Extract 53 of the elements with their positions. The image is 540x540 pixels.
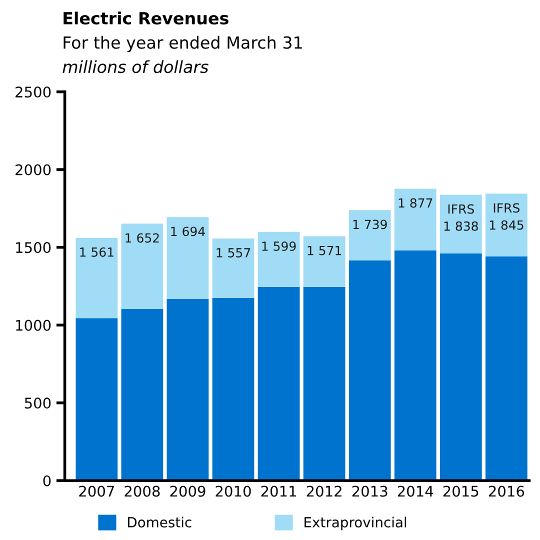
- bar: [121, 309, 164, 481]
- total-label: 1 845: [490, 220, 524, 230]
- bar: [485, 194, 528, 256]
- total-label: 1 557: [216, 248, 250, 258]
- x-tick-label: 2014: [398, 486, 434, 497]
- bar: [76, 238, 118, 318]
- total-label: 1 877: [398, 198, 432, 208]
- total-label: 1 599: [262, 241, 296, 251]
- bar: [303, 286, 346, 481]
- bar: [485, 256, 528, 481]
- y-tick-label: 2000: [16, 164, 51, 176]
- total-label: 1 739: [353, 220, 387, 230]
- y-tick-label: 1500: [16, 242, 51, 254]
- y-tick-label: 2500: [16, 86, 51, 98]
- bar: [440, 254, 482, 481]
- x-tick-label: 2010: [216, 486, 251, 497]
- bar: [212, 298, 254, 481]
- bar: [166, 217, 209, 299]
- bar: [258, 286, 300, 481]
- y-tick-label: 500: [24, 398, 51, 409]
- total-label: 1 571: [308, 246, 342, 256]
- bar: [121, 224, 164, 310]
- bar: [394, 188, 436, 250]
- y-tick-label: 1000: [16, 320, 51, 331]
- bar: [166, 298, 209, 481]
- bar: [258, 232, 300, 287]
- annotation: IFRS: [494, 203, 520, 213]
- x-tick-label: 2013: [352, 486, 388, 497]
- bar: [303, 236, 346, 287]
- total-label: 1 694: [171, 226, 205, 236]
- chart-subtitle: For the year ended March 31: [64, 36, 302, 52]
- annotation: IFRS: [448, 204, 474, 214]
- bar: [440, 194, 482, 254]
- x-tick-label: 2012: [306, 486, 342, 497]
- bar: [348, 210, 391, 261]
- bar: [76, 318, 118, 481]
- x-tick-label: 2016: [488, 486, 524, 497]
- x-tick-label: 2009: [170, 486, 206, 497]
- bar: [348, 260, 391, 481]
- y-tick-label: 0: [43, 475, 51, 486]
- chart-title: Electric Revenues: [64, 12, 228, 25]
- legend-label: Extraprovincial: [304, 516, 406, 530]
- total-label: 1 652: [126, 233, 159, 243]
- x-tick-label: 2015: [443, 486, 478, 497]
- legend-label: Domestic: [128, 516, 192, 528]
- x-tick-label: 2007: [79, 486, 114, 497]
- bar: [212, 238, 254, 298]
- x-tick-label: 2011: [261, 486, 296, 497]
- total-label: 1 561: [80, 247, 114, 257]
- bar: [394, 250, 436, 481]
- y-axis-title: millions of dollars: [62, 60, 208, 74]
- total-label: 1 838: [444, 221, 478, 231]
- x-tick-label: 2008: [124, 486, 160, 497]
